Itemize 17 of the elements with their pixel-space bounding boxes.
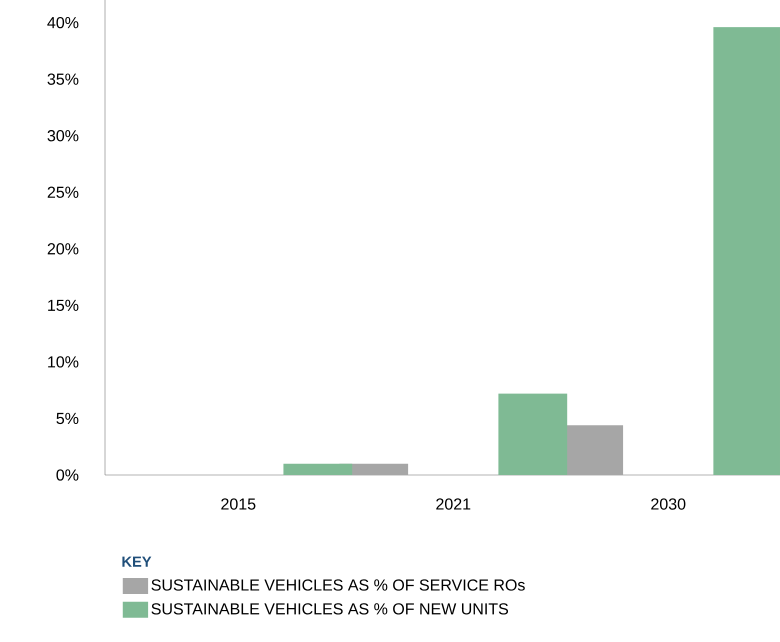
y-tick-label: 0% <box>56 469 78 481</box>
legend-label: SUSTAINABLE VEHICLES AS % OF SERVICE ROs <box>152 579 525 591</box>
y-tick-label: 35% <box>48 74 78 85</box>
bar <box>498 394 568 475</box>
x-tick-label: 2030 <box>651 498 686 510</box>
y-tick-label: 25% <box>48 186 78 198</box>
y-tick-label: 10% <box>48 356 78 368</box>
legend-title: KEY <box>122 556 152 567</box>
x-tick-label: 2015 <box>221 498 256 510</box>
y-tick-label: 40% <box>47 16 78 28</box>
legend-label: SUSTAINABLE VEHICLES AS % OF NEW UNITS <box>152 603 508 615</box>
y-tick-label: 5% <box>56 412 78 424</box>
y-tick-label: 30% <box>48 130 78 142</box>
y-tick-label: 20% <box>48 243 78 254</box>
y-tick-label: 15% <box>48 300 78 311</box>
x-tick-label: 2021 <box>436 498 470 510</box>
bar <box>283 464 352 475</box>
